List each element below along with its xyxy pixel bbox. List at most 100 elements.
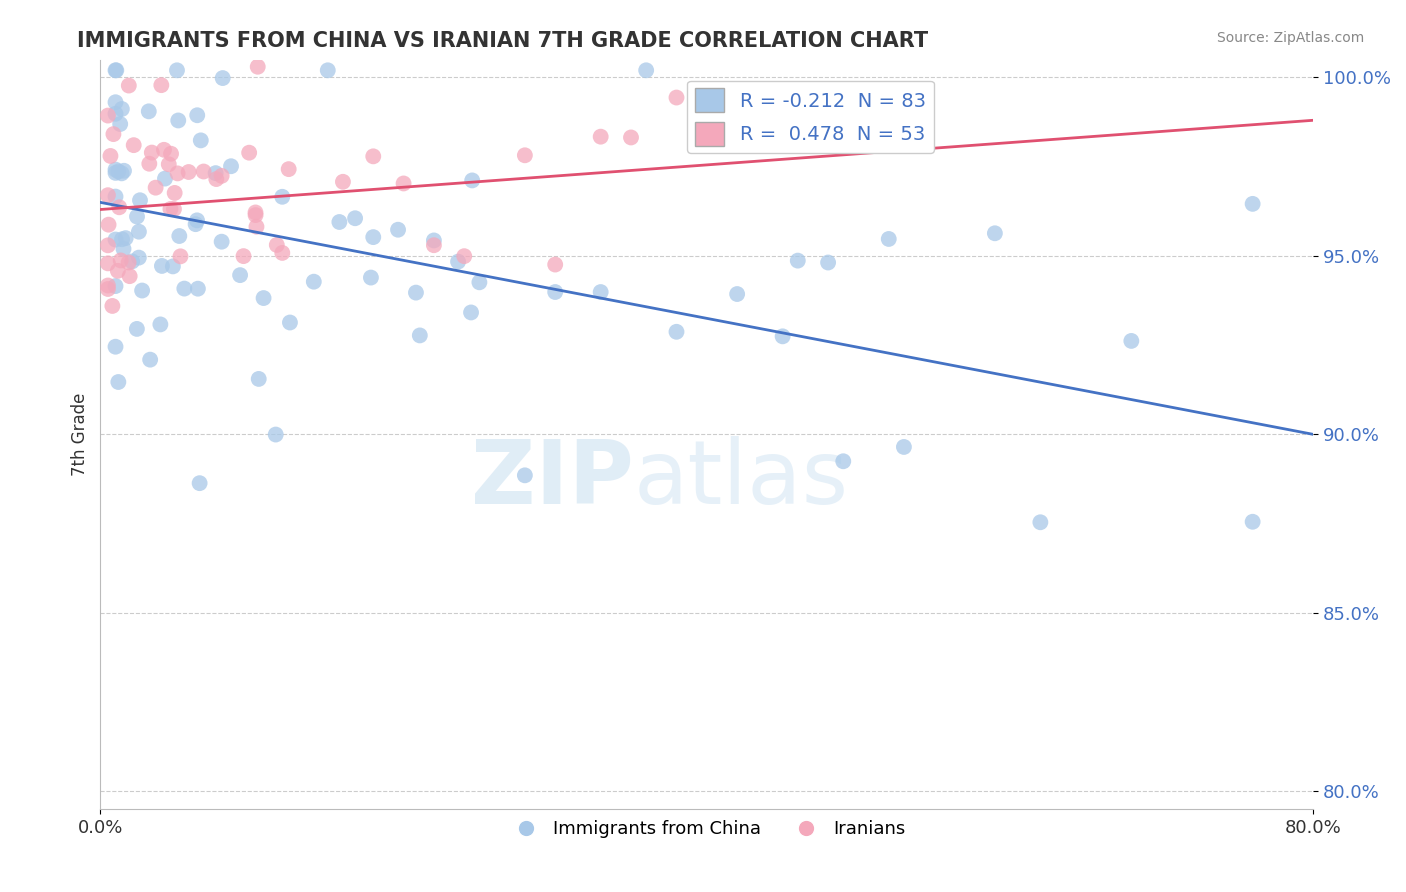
Point bbox=[238, 145, 260, 160]
Point bbox=[138, 104, 160, 119]
Point bbox=[589, 129, 612, 144]
Point bbox=[118, 78, 141, 93]
Y-axis label: 7th Grade: 7th Grade bbox=[72, 392, 89, 476]
Point bbox=[636, 63, 658, 78]
Point bbox=[129, 193, 152, 207]
Text: atlas: atlas bbox=[634, 436, 849, 523]
Point bbox=[97, 188, 120, 202]
Point bbox=[665, 90, 688, 104]
Point bbox=[544, 285, 567, 299]
Point bbox=[169, 249, 191, 263]
Point bbox=[186, 108, 208, 122]
Point bbox=[118, 269, 141, 284]
Point bbox=[211, 169, 233, 183]
Point bbox=[772, 85, 794, 99]
Point bbox=[361, 149, 384, 163]
Point bbox=[131, 284, 153, 298]
Point bbox=[278, 316, 301, 330]
Point bbox=[405, 285, 427, 300]
Point bbox=[107, 264, 129, 278]
Point bbox=[245, 219, 267, 234]
Point bbox=[163, 186, 186, 200]
Point bbox=[97, 256, 120, 270]
Point bbox=[162, 260, 184, 274]
Point bbox=[589, 285, 612, 299]
Point bbox=[111, 232, 134, 246]
Point bbox=[112, 242, 135, 256]
Point bbox=[447, 254, 470, 268]
Point bbox=[187, 282, 209, 296]
Point bbox=[332, 175, 354, 189]
Point bbox=[316, 63, 339, 78]
Point bbox=[277, 162, 299, 177]
Point bbox=[245, 208, 267, 222]
Point bbox=[128, 251, 150, 265]
Point bbox=[247, 372, 270, 386]
Point bbox=[150, 78, 173, 92]
Point bbox=[392, 177, 415, 191]
Point bbox=[104, 166, 127, 180]
Point bbox=[409, 328, 432, 343]
Point bbox=[184, 217, 207, 231]
Point bbox=[122, 138, 145, 153]
Point bbox=[453, 249, 475, 263]
Point bbox=[97, 109, 120, 123]
Point bbox=[114, 231, 136, 245]
Point bbox=[190, 133, 212, 147]
Point bbox=[232, 249, 254, 263]
Point bbox=[169, 229, 191, 244]
Point bbox=[1029, 516, 1052, 530]
Text: ZIP: ZIP bbox=[471, 436, 634, 523]
Point bbox=[100, 149, 122, 163]
Point bbox=[877, 232, 900, 246]
Point bbox=[205, 172, 228, 186]
Point bbox=[107, 375, 129, 389]
Point bbox=[104, 279, 127, 293]
Point bbox=[97, 278, 120, 293]
Point bbox=[252, 291, 274, 305]
Point bbox=[105, 63, 128, 78]
Point bbox=[173, 282, 195, 296]
Point bbox=[103, 127, 125, 141]
Point bbox=[104, 162, 127, 177]
Point bbox=[271, 246, 294, 260]
Point bbox=[104, 340, 127, 354]
Point bbox=[107, 164, 129, 178]
Point bbox=[139, 352, 162, 367]
Point bbox=[204, 166, 226, 180]
Point bbox=[121, 254, 143, 268]
Point bbox=[138, 157, 160, 171]
Point bbox=[111, 102, 134, 116]
Point bbox=[104, 95, 127, 110]
Point bbox=[125, 322, 148, 336]
Point bbox=[620, 130, 643, 145]
Point bbox=[97, 238, 120, 252]
Point bbox=[328, 215, 350, 229]
Text: Source: ZipAtlas.com: Source: ZipAtlas.com bbox=[1216, 31, 1364, 45]
Point bbox=[104, 233, 127, 247]
Point bbox=[725, 287, 748, 301]
Point bbox=[460, 305, 482, 319]
Point bbox=[193, 164, 215, 178]
Point bbox=[211, 71, 233, 86]
Point bbox=[112, 163, 135, 178]
Legend: Immigrants from China, Iranians: Immigrants from China, Iranians bbox=[501, 813, 912, 845]
Point bbox=[163, 202, 186, 216]
Point bbox=[104, 189, 127, 203]
Point bbox=[264, 427, 287, 442]
Point bbox=[104, 107, 127, 121]
Point bbox=[111, 166, 134, 180]
Point bbox=[177, 165, 200, 179]
Point bbox=[984, 227, 1007, 241]
Point bbox=[461, 173, 484, 187]
Point bbox=[145, 180, 167, 194]
Point bbox=[387, 223, 409, 237]
Point bbox=[360, 270, 382, 285]
Point bbox=[166, 166, 188, 180]
Point bbox=[101, 299, 124, 313]
Point bbox=[245, 205, 267, 219]
Point bbox=[159, 202, 181, 216]
Point bbox=[141, 145, 163, 160]
Point bbox=[1241, 515, 1264, 529]
Point bbox=[160, 146, 183, 161]
